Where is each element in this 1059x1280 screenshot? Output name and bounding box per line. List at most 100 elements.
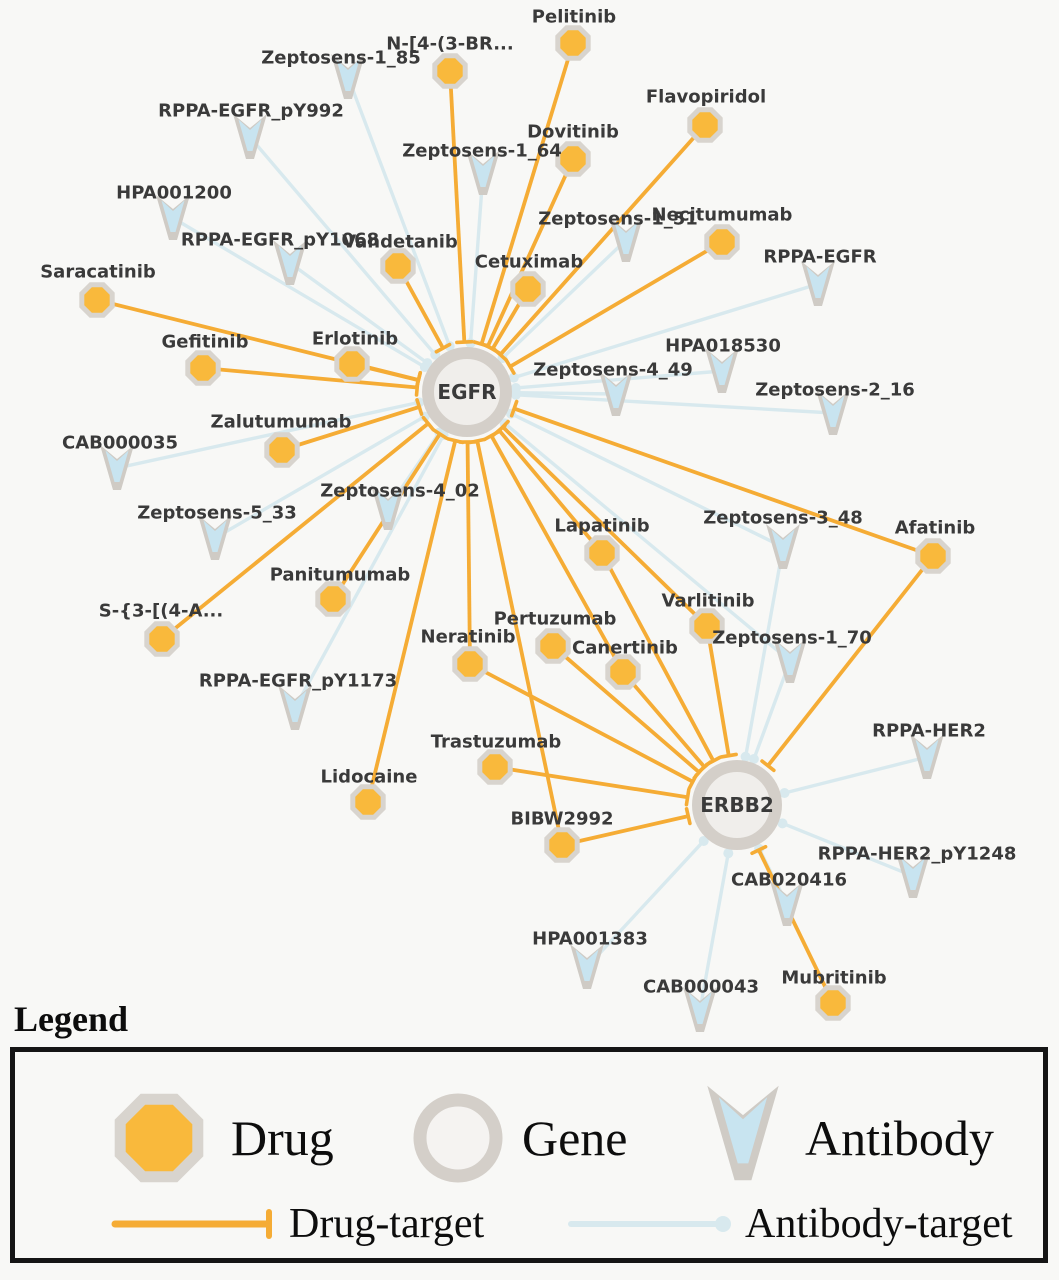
legend-item-antibody-target: Antibody-target <box>565 1200 1013 1248</box>
edge-gefitinib-egfr <box>202 366 418 390</box>
antibody-chevron-inner <box>915 739 939 771</box>
drug-node-vandetanib[interactable] <box>380 248 416 284</box>
edge-endpoint-dot <box>777 818 788 829</box>
edge-endpoint-tee <box>484 343 501 355</box>
drug-node-dovitinib[interactable] <box>555 141 591 177</box>
antibody-node-zeptosens-4-02[interactable] <box>371 485 405 530</box>
antibody-node-cab000043[interactable] <box>683 987 717 1032</box>
antibody-node-zeptosens-4-49[interactable] <box>599 371 633 416</box>
node-label-afatinib: Afatinib <box>895 517 976 538</box>
drug-node-trastuzumab[interactable] <box>477 749 513 785</box>
node-label-erlotinib: Erlotinib <box>312 328 398 349</box>
node-label-rppa-egfr-py1173: RPPA-EGFR_pY1173 <box>199 670 397 691</box>
drug-node-panitumumab[interactable] <box>315 581 351 617</box>
edge-endpoint-dot <box>748 754 759 765</box>
drug-node-varlitinib[interactable] <box>689 608 725 644</box>
antibody-node-zeptosens-1-51[interactable] <box>609 217 643 262</box>
edge-hpa018530-egfr <box>515 369 723 390</box>
drug-node-afatinib[interactable] <box>915 538 951 574</box>
legend-gene-label: Gene <box>522 1110 628 1166</box>
node-label-zeptosens-4-49: Zeptosens-4_49 <box>533 359 693 380</box>
drug-node-flavopiridol[interactable] <box>687 107 723 143</box>
edge-hpa001200-egfr <box>172 216 426 369</box>
drug-node-cetuximab[interactable] <box>510 271 546 307</box>
drug-node-mubritinib[interactable] <box>815 985 851 1021</box>
antibody-node-rppa-her2[interactable] <box>910 734 944 779</box>
antibody-node-zeptosens-3-48[interactable] <box>766 524 800 569</box>
edge-endpoint-tee <box>415 398 424 416</box>
drug-target-edges <box>96 42 935 1004</box>
edge-endpoint-dot <box>422 358 433 369</box>
node-label-canertinib: Canertinib <box>572 637 678 658</box>
legend-drug-label: Drug <box>231 1110 334 1166</box>
drug-node-pelitinib[interactable] <box>555 25 591 61</box>
edge-zeptosens-2-16-egfr <box>515 393 834 415</box>
drug-node-erlotinib[interactable] <box>334 346 370 382</box>
gene-node-erbb2[interactable]: ERBB2 <box>692 760 782 850</box>
antibody-node-zeptosens-5-33[interactable] <box>198 515 232 560</box>
edge-hpa001383-erbb2 <box>585 839 705 969</box>
legend-item-drug: Drug <box>103 1082 334 1194</box>
drug-node-gefitinib[interactable] <box>185 350 221 386</box>
drug-node-zalutumumab[interactable] <box>264 432 300 468</box>
antibody-node-rppa-egfr-py1173[interactable] <box>278 685 312 730</box>
drug-node-s-3-4-a[interactable] <box>144 621 180 657</box>
antibody-node-hpa018530[interactable] <box>705 348 739 393</box>
antibody-node-hpa001383[interactable] <box>570 944 604 989</box>
antibody-node-zeptosens-1-70[interactable] <box>773 638 807 683</box>
antibody-chevron-inner <box>161 200 185 232</box>
node-label-hpa018530: HPA018530 <box>665 335 781 356</box>
node-label-zeptosens-1-64: Zeptosens-1_64 <box>402 140 562 161</box>
antibody-node-zeptosens-1-64[interactable] <box>466 150 500 195</box>
node-label-flavopiridol: Flavopiridol <box>646 86 766 107</box>
edge-s-3-4-a-egfr <box>160 421 430 641</box>
drug-node-neratinib[interactable] <box>452 646 488 682</box>
node-label-hpa001200: HPA001200 <box>116 182 232 203</box>
drug-node-bibw2992[interactable] <box>544 827 580 863</box>
antibody-node-cab000035[interactable] <box>100 445 134 490</box>
gene-label-egfr: EGFR <box>437 380 496 404</box>
antibody-node-zeptosens-2-16[interactable] <box>816 390 850 435</box>
edge-endpoint-dot <box>779 787 790 798</box>
node-label-vandetanib: Vandetanib <box>342 231 458 252</box>
edge-canertinib-egfr <box>489 434 625 673</box>
edge-endpoint-tee <box>684 807 692 826</box>
edge-cab000035-egfr <box>116 400 420 470</box>
antibody-node-zeptosens-1-85[interactable] <box>331 54 365 99</box>
node-label-cetuximab: Cetuximab <box>475 251 584 272</box>
legend-antibody-label: Antibody <box>805 1110 994 1166</box>
edge-lapatinib-erbb2 <box>600 552 716 762</box>
antibody-chevron-inner <box>105 450 129 482</box>
edge-pertuzumab-erbb2 <box>551 644 701 774</box>
edge-endpoint-tee <box>687 773 699 791</box>
node-label-dovitinib: Dovitinib <box>527 121 619 142</box>
node-label-cab000043: CAB000043 <box>643 976 759 997</box>
drug-node-canertinib[interactable] <box>605 654 641 690</box>
edge-zeptosens-1-64-egfr <box>468 172 485 344</box>
drug-node-n-4-3-br[interactable] <box>432 53 468 89</box>
antibody-node-rppa-egfr-py1068[interactable] <box>273 240 307 285</box>
antibody-chevron-inner <box>806 266 830 298</box>
antibody-node-rppa-egfr-py992[interactable] <box>233 114 267 159</box>
antibody-node-hpa001200[interactable] <box>156 195 190 240</box>
edge-zeptosens-3-48-erbb2 <box>743 546 785 758</box>
antibody-node-rppa-her2-py1248[interactable] <box>896 853 930 898</box>
node-label-zeptosens-1-70: Zeptosens-1_70 <box>712 627 872 648</box>
drug-node-pertuzumab[interactable] <box>535 628 571 664</box>
edge-necitumumab-egfr <box>509 240 723 369</box>
node-label-rppa-her2-py1248: RPPA-HER2_pY1248 <box>818 843 1017 864</box>
graph-nodes: EGFR ERBB2 <box>79 25 951 1032</box>
drug-node-necitumumab[interactable] <box>704 224 740 260</box>
antibody-node-cab020416[interactable] <box>770 881 804 926</box>
drug-node-lapatinib[interactable] <box>584 535 620 571</box>
antibody-node-rppa-egfr[interactable] <box>801 261 835 306</box>
legend-title: Legend <box>14 999 129 1039</box>
drug-node-saracatinib[interactable] <box>79 282 115 318</box>
node-label-bibw2992: BIBW2992 <box>510 808 613 829</box>
legend-antibody-target-label: Antibody-target <box>745 1201 1013 1247</box>
drug-node-lidocaine[interactable] <box>350 784 386 820</box>
node-label-panitumumab: Panitumumab <box>270 564 411 585</box>
gene-node-egfr[interactable]: EGFR <box>422 347 512 437</box>
edge-neratinib-egfr <box>465 441 472 665</box>
